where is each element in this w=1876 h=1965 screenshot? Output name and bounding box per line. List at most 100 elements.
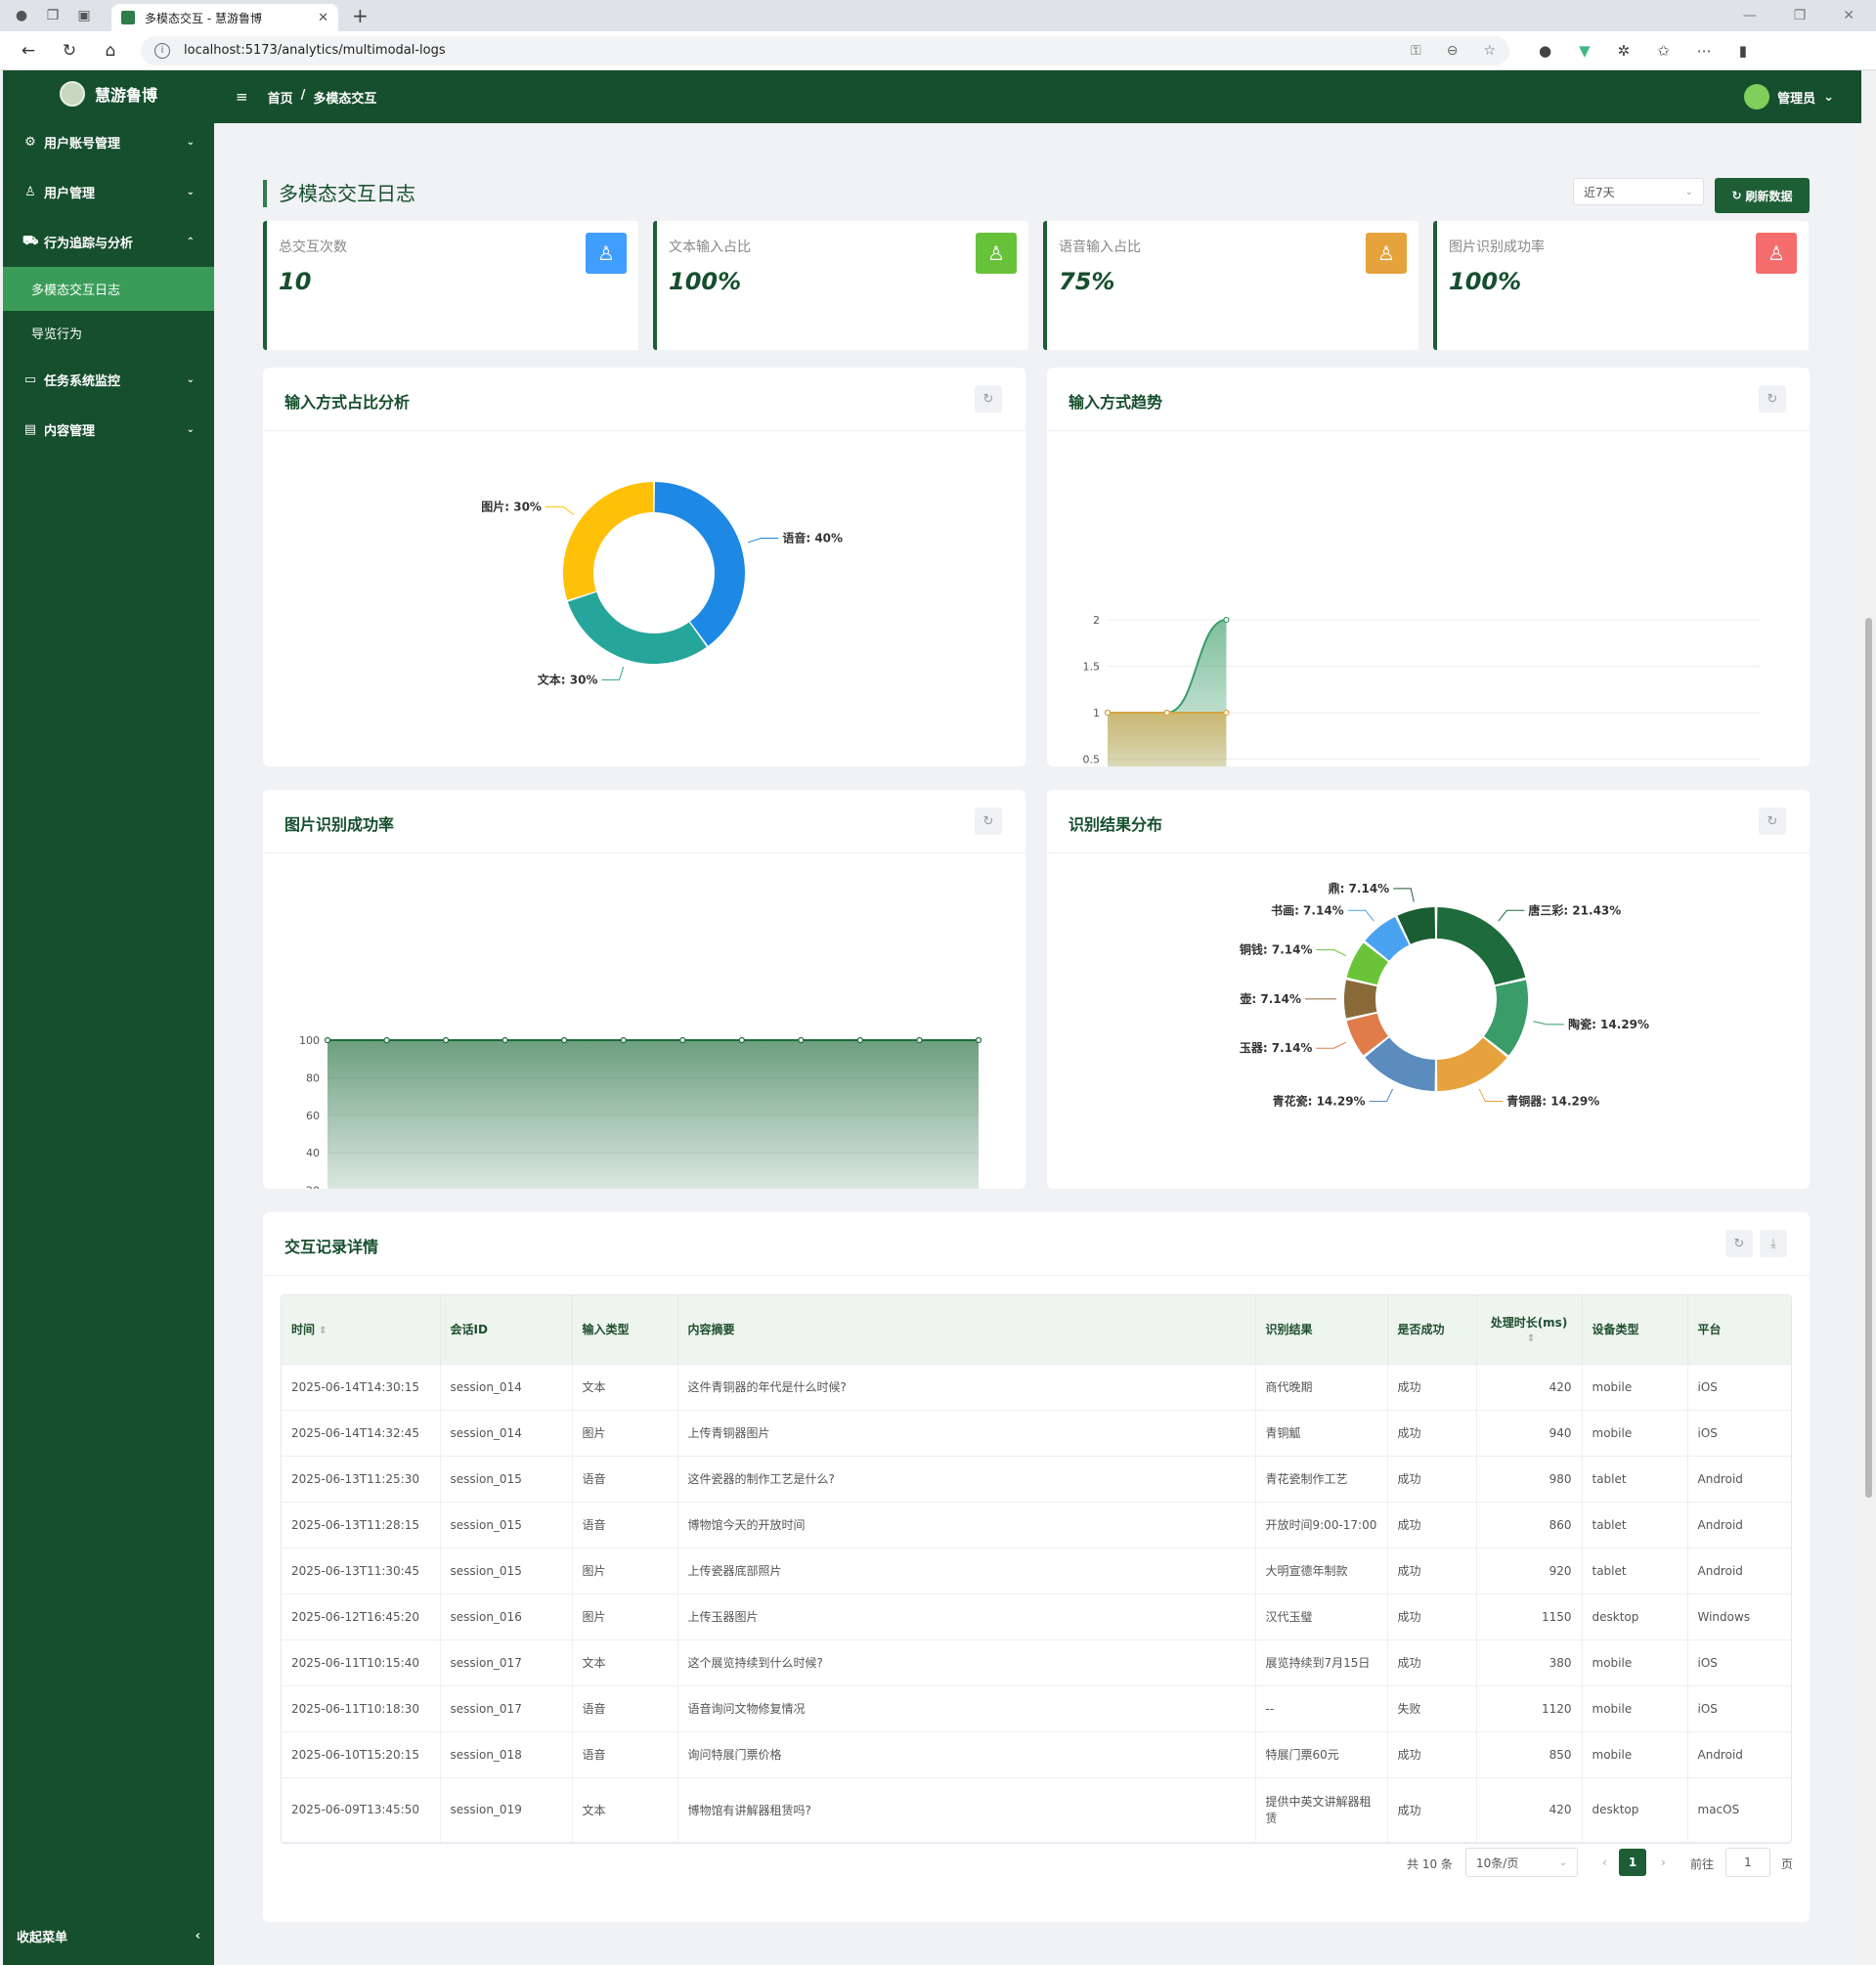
cookie-extension-icon[interactable]: ●: [1539, 41, 1552, 60]
stat-card-total: 总交互次数 10 ♙: [263, 221, 638, 350]
user-icon: ♙: [1366, 233, 1407, 274]
goto-label: 前往: [1690, 1857, 1715, 1871]
site-info-icon[interactable]: i: [154, 42, 170, 59]
refresh-icon[interactable]: ↻: [975, 808, 1002, 835]
card-title: 交互记录详情: [284, 1238, 379, 1256]
prev-page-icon[interactable]: ‹: [1602, 1856, 1607, 1869]
sort-icon[interactable]: ⇕: [319, 1326, 327, 1337]
stat-value: 100%: [1449, 268, 1522, 295]
refresh-icon[interactable]: ↻: [975, 385, 1002, 413]
table-row: 2025-06-13T11:30:45 session_015 图片 上传瓷器底部照片…: [282, 1548, 1791, 1594]
vue-extension-icon[interactable]: ▼: [1579, 41, 1591, 60]
cell-result: 特展门票60元: [1255, 1731, 1388, 1778]
sidebar-item-account[interactable]: ⚙ 用户账号管理 ⌄: [3, 117, 214, 167]
new-tab-icon[interactable]: +: [352, 4, 369, 27]
logo[interactable]: 慧游鲁博: [3, 70, 214, 117]
refresh-icon[interactable]: ↻: [1759, 808, 1786, 835]
browser-tab[interactable]: 多模态交互 - 慧游鲁博 ✕: [111, 4, 338, 31]
y-tick-label: 1: [1093, 707, 1100, 720]
back-icon[interactable]: ←: [21, 40, 36, 61]
column-header-duration[interactable]: 处理时长(ms) ⇕: [1476, 1295, 1583, 1365]
page-number-current[interactable]: 1: [1619, 1849, 1646, 1876]
home-icon[interactable]: ⌂: [105, 40, 116, 61]
chevron-down-icon: ⌄: [1684, 186, 1693, 197]
tab-title: 多模态交互 - 慧游鲁博: [145, 11, 262, 25]
extensions-icon[interactable]: ✲: [1617, 41, 1631, 60]
restore-icon[interactable]: ❐: [1793, 8, 1807, 23]
minimize-icon[interactable]: —: [1742, 8, 1757, 23]
sort-icon[interactable]: ⇕: [1526, 1333, 1536, 1345]
sidebar-item-content[interactable]: ▤ 内容管理 ⌄: [3, 405, 214, 455]
download-icon[interactable]: ⤓: [1760, 1230, 1787, 1257]
column-header-time[interactable]: 时间 ⇕: [282, 1295, 441, 1365]
more-icon[interactable]: ⋯: [1696, 41, 1712, 60]
cell-session: session_015: [440, 1548, 573, 1594]
cell-time: 2025-06-13T11:28:15: [282, 1502, 441, 1549]
favorites-icon[interactable]: ✩: [1657, 41, 1670, 60]
cell-time: 2025-06-11T10:18:30: [282, 1685, 441, 1732]
stat-label: 总交互次数: [279, 240, 347, 255]
refresh-data-button[interactable]: ↻ 刷新数据: [1715, 178, 1810, 213]
cell-summary: 这件青铜器的年代是什么时候?: [677, 1364, 1256, 1411]
sidebar-toggle-icon[interactable]: ▮: [1738, 41, 1748, 60]
pie-slice: [1344, 980, 1377, 1019]
close-icon[interactable]: ✕: [318, 10, 328, 25]
sidebar-subitem-multimodal[interactable]: 多模态交互日志: [3, 267, 214, 311]
cell-input-type: 文本: [572, 1777, 678, 1843]
cell-summary: 上传瓷器底部照片: [677, 1548, 1256, 1594]
refresh-icon[interactable]: ↻: [1725, 1230, 1753, 1257]
table-row: 2025-06-13T11:28:15 session_015 语音 博物馆今天的开放…: [282, 1502, 1791, 1549]
collapse-menu-button[interactable]: 收起菜单 ‹: [3, 1916, 214, 1955]
data-point: [502, 1036, 508, 1044]
close-window-icon[interactable]: ✕: [1843, 8, 1854, 23]
next-page-icon[interactable]: ›: [1661, 1856, 1666, 1869]
sidebar-subitem-label: 导览行为: [31, 328, 83, 342]
main-content: 多模态交互日志 近7天 ⌄ ↻ 刷新数据 总交互次数 10 ♙ 文本输入占比 1…: [214, 123, 1861, 1965]
breadcrumb-separator: /: [300, 87, 306, 103]
pie-data-label: 书画: 7.14%: [1271, 902, 1344, 917]
user-menu[interactable]: 管理员 ⌄: [1744, 84, 1834, 109]
breadcrumb-home[interactable]: 首页: [267, 91, 293, 107]
sidebar-subitem-guide[interactable]: 导览行为: [3, 311, 214, 355]
star-icon[interactable]: ☆: [1483, 42, 1496, 59]
page-scrollbar[interactable]: [1861, 70, 1876, 1965]
cell-input-type: 图片: [572, 1594, 678, 1640]
cell-session: session_017: [440, 1639, 573, 1686]
stat-value: 75%: [1059, 268, 1115, 295]
cell-success: 成功: [1387, 1639, 1477, 1686]
page-size-select[interactable]: 10条/页 ⌄: [1465, 1848, 1578, 1877]
profile-icon[interactable]: ●: [15, 8, 28, 23]
cell-device: tablet: [1582, 1456, 1688, 1503]
cell-summary: 语音询问文物修复情况: [677, 1685, 1256, 1732]
zoom-icon[interactable]: ⊖: [1446, 42, 1459, 59]
user-icon: ♙: [1756, 233, 1797, 274]
goto-page-input[interactable]: 1: [1725, 1848, 1770, 1877]
address-bar[interactable]: i localhost:5173/analytics/multimodal-lo…: [141, 35, 1509, 66]
hamburger-icon[interactable]: ≡: [236, 88, 248, 106]
pie-data-label: 壶: 7.14%: [1240, 991, 1301, 1006]
refresh-icon[interactable]: ↻: [1759, 385, 1786, 413]
cell-time: 2025-06-14T14:30:15: [282, 1364, 441, 1411]
data-point: [620, 1036, 627, 1044]
table-row: 2025-06-12T16:45:20 session_016 图片 上传玉器图片 汉代…: [282, 1594, 1791, 1640]
pie-data-label: 图片: 30%: [481, 499, 542, 513]
pie-label-line: [1533, 1021, 1565, 1026]
date-range-select[interactable]: 近7天 ⌄: [1573, 178, 1704, 205]
pie-label-line: [1316, 1041, 1347, 1049]
cell-platform: iOS: [1687, 1410, 1791, 1457]
sidebar-item-users[interactable]: ♙ 用户管理 ⌄: [3, 167, 214, 217]
cell-summary: 博物馆有讲解器租赁吗?: [677, 1777, 1256, 1843]
cell-session: session_014: [440, 1364, 573, 1411]
sidebar-item-tasks[interactable]: ▭ 任务系统监控 ⌄: [3, 355, 214, 405]
reload-icon[interactable]: ↻: [62, 40, 77, 61]
pie-data-label: 铜钱: 7.14%: [1240, 942, 1313, 957]
refresh-icon: ↻: [1731, 189, 1742, 202]
sidebar-item-behavior[interactable]: ⛟ 行为追踪与分析 ⌃: [3, 217, 214, 267]
tab-actions-icon[interactable]: ▣: [77, 8, 91, 23]
scrollbar-thumb[interactable]: [1865, 618, 1872, 1498]
cell-platform: iOS: [1687, 1685, 1791, 1732]
workspaces-icon[interactable]: ❐: [46, 8, 60, 23]
table-row: 2025-06-10T15:20:15 session_018 语音 询问特展门票价格…: [282, 1731, 1791, 1778]
cell-summary: 这件瓷器的制作工艺是什么?: [677, 1456, 1256, 1503]
key-icon[interactable]: ⚿: [1411, 42, 1421, 59]
